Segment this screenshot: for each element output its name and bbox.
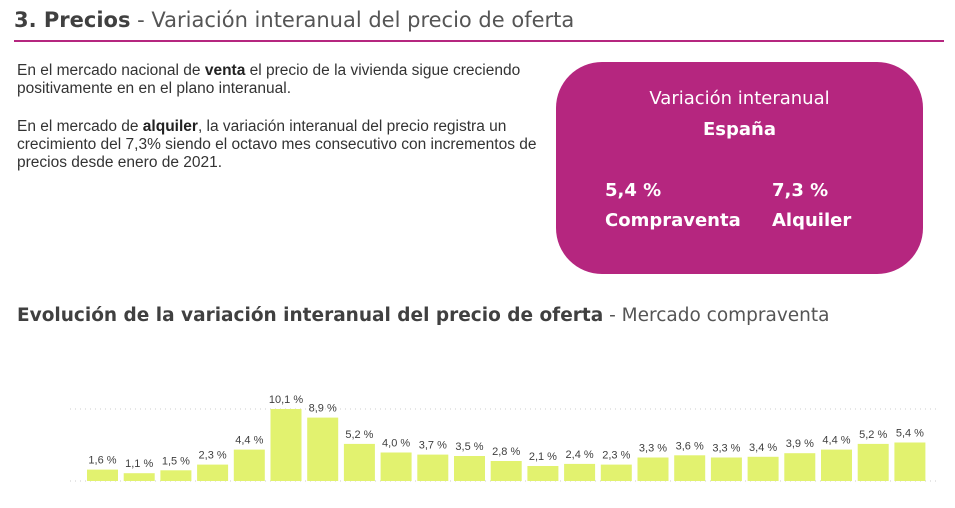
intro-p1-before: En el mercado nacional de [17,62,205,79]
data-label: 1,1 % [125,458,153,470]
kpi-sale-value: 5,4 % [605,180,662,201]
bar [784,453,816,481]
bar [600,464,632,481]
data-label: 3,6 % [676,440,704,452]
bar [747,456,779,481]
chart-title-bold: Evolución de la variación interanual del… [17,305,604,326]
section-title: 3. Precios [14,8,131,32]
data-label: 5,2 % [345,429,373,441]
bar [674,455,706,481]
bar [417,454,449,481]
data-label: 3,9 % [786,438,814,450]
kpi-sale: 5,4 % Compraventa [605,176,741,236]
chart-title-light: - Mercado compraventa [603,305,830,326]
kpi-rent: 7,3 % Alquiler [772,176,851,236]
data-label: 5,4 % [896,428,924,440]
bar [454,456,485,481]
bar [270,409,302,481]
bar [87,469,118,481]
data-label: 3,3 % [639,443,667,455]
bar-chart: 1,6 % 1,1 % 1,5 % 2,3 % 4,4 % 10,1 % 8,9 % 5,2 … [70,394,940,482]
data-label: 4,4 % [235,435,263,447]
chart-title: Evolución de la variación interanual del… [17,303,830,329]
data-label: 3,7 % [419,440,447,452]
data-label: 10,1 % [269,394,303,406]
data-label: 3,4 % [749,442,777,454]
bar [710,457,742,481]
intro-text: En el mercado nacional de venta el preci… [17,62,537,192]
bar [637,457,669,481]
bar [233,449,265,481]
intro-p2-bold: alquiler [142,118,198,135]
bar [380,452,412,481]
kpi-title: Variación interanual [649,88,830,109]
data-label: 8,9 % [309,403,337,415]
data-label: 2,8 % [492,446,520,458]
section-subtitle: - Variación interanual del precio de ofe… [130,8,575,32]
data-label: 5,2 % [859,429,887,441]
bar [307,417,339,481]
bar [821,449,852,481]
section-header: 3. Precios - Variación interanual del pr… [14,6,944,42]
bar [343,443,375,481]
kpi-rent-label: Alquiler [772,210,852,231]
bar [123,473,155,481]
intro-paragraph-sale: En el mercado nacional de venta el preci… [17,62,537,98]
data-label: 2,3 % [602,450,630,462]
data-label: 2,4 % [566,449,594,461]
bar [197,464,229,481]
data-label: 4,4 % [822,435,850,447]
kpi-card: Variación interanual España 5,4 % Compra… [556,62,923,274]
intro-p1-after: el precio de la vivienda sigue creciendo… [17,62,521,97]
intro-paragraph-rent: En el mercado de alquiler, la variación … [17,118,537,172]
bar [564,463,596,481]
bar [527,466,559,481]
bar [857,443,889,481]
kpi-sale-label: Compraventa [605,210,741,231]
data-label: 3,5 % [455,441,483,453]
intro-p2-after: , la variación interanual del precio reg… [17,118,537,171]
data-label: 2,3 % [199,450,227,462]
intro-p2-before: En el mercado de [17,118,143,135]
data-label: 3,3 % [712,443,740,455]
data-label: 4,0 % [382,438,410,450]
bar [160,470,192,481]
kpi-rent-value: 7,3 % [772,180,829,201]
intro-p1-bold: venta [204,62,246,79]
data-label: 1,6 % [88,455,116,467]
data-label: 1,5 % [162,455,190,467]
data-label: 2,1 % [529,451,557,463]
bar [490,461,522,481]
kpi-region: España [702,119,776,140]
bar [894,442,926,481]
